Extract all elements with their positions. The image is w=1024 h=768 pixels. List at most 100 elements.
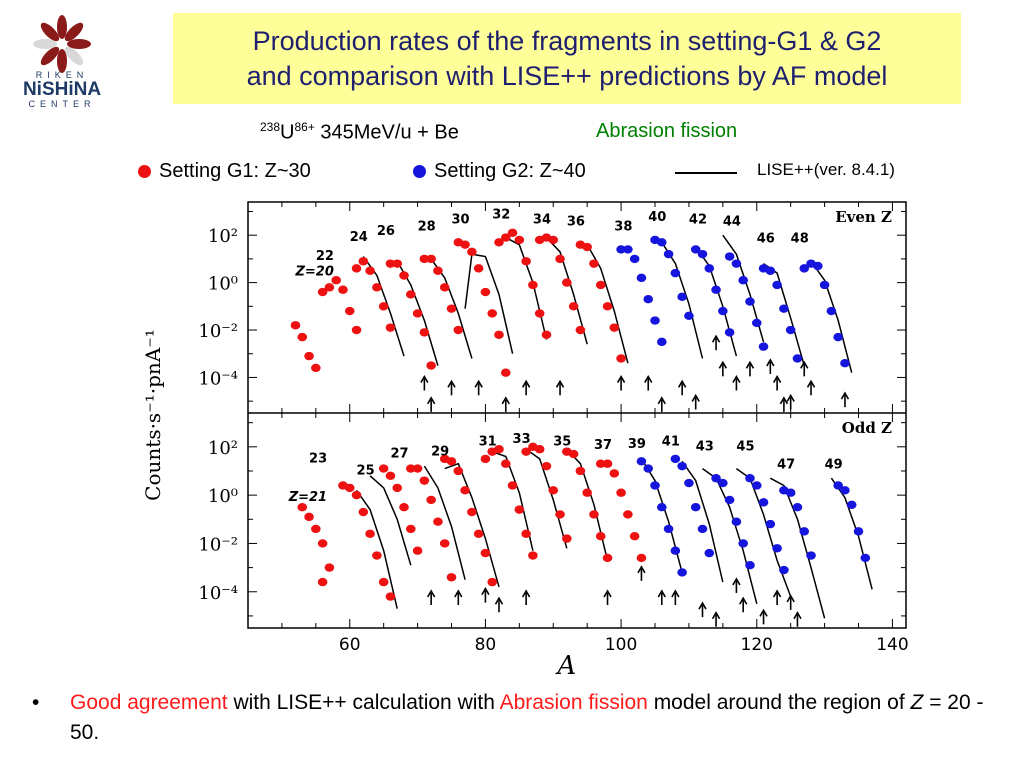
data-point [304, 512, 314, 522]
limit-arrow-head-icon [698, 601, 707, 610]
data-point [419, 476, 430, 485]
z-label: 28 [418, 219, 436, 234]
limit-arrow-head-icon [840, 391, 850, 400]
bullet-z: Z [910, 691, 924, 714]
data-point [629, 532, 640, 541]
z-label: 31 [479, 435, 497, 450]
data-point [724, 495, 735, 505]
data-point [785, 325, 796, 335]
data-point [392, 483, 403, 493]
data-point [650, 316, 660, 325]
limit-arrow-head-icon [420, 374, 429, 383]
data-point [595, 280, 606, 290]
logo-top-text: RIKEN [35, 70, 89, 80]
data-point [392, 259, 403, 268]
limit-arrow-head-icon [481, 587, 490, 595]
limit-arrow-head-icon [474, 379, 483, 388]
z-label: 39 [628, 437, 646, 452]
data-point [575, 466, 586, 476]
data-point [670, 268, 681, 278]
data-point [548, 235, 559, 245]
data-point [494, 445, 504, 454]
y-axis-label: Counts·s⁻¹·pnA⁻¹ [141, 329, 165, 501]
data-point [860, 553, 871, 563]
data-point [378, 577, 389, 587]
data-point [304, 351, 314, 361]
limit-arrow-head-icon [772, 589, 782, 598]
bullet-red-2: Abrasion fission [499, 691, 648, 714]
reaction-label: 238U86+ 345MeV/u + Be [260, 120, 459, 145]
data-point [609, 323, 620, 332]
bullet-text-3: = 20 - 50. [70, 691, 984, 744]
data-point [317, 287, 328, 297]
data-point [324, 563, 335, 572]
limit-arrow-head-icon [800, 360, 809, 369]
title-line-1: Production rates of the fragments in set… [252, 25, 882, 56]
reaction-charge: 86+ [294, 120, 315, 134]
plot-frame [247, 201, 907, 629]
z-label: 40 [648, 210, 666, 225]
data-point [378, 302, 389, 311]
data-point [602, 302, 613, 311]
limit-arrow-head-icon [759, 608, 768, 617]
data-point [758, 498, 769, 507]
data-point [616, 354, 626, 363]
data-point [338, 285, 348, 294]
data-point [636, 273, 647, 283]
y-tick-label: 10⁰ [208, 486, 238, 507]
z-label: 24 [350, 230, 368, 245]
data-point [480, 548, 491, 558]
lise-curve [444, 462, 500, 588]
data-point [636, 457, 647, 466]
data-point [853, 527, 864, 536]
data-point [650, 481, 660, 490]
data-point [317, 539, 328, 548]
model-label: Abrasion fission [596, 120, 738, 142]
data-point [751, 481, 762, 490]
limit-arrow-head-icon [732, 374, 741, 383]
limit-arrow-head-icon [718, 360, 728, 369]
data-point [311, 524, 321, 534]
data-point [643, 295, 654, 304]
lise-curve [640, 458, 683, 573]
data-point [602, 553, 613, 563]
data-point [460, 486, 470, 495]
lise-curve [525, 448, 568, 549]
data-point [772, 544, 782, 553]
limit-arrow-head-icon [732, 577, 741, 586]
limit-arrow-head-icon [677, 379, 687, 388]
bullet-mark: • [32, 691, 40, 714]
z-label: 49 [825, 458, 843, 473]
z-label: 22 [316, 249, 334, 264]
data-point [656, 337, 667, 347]
data-point [623, 510, 633, 519]
limit-arrow-head-icon [691, 393, 700, 402]
limit-arrow-head-icon [521, 379, 531, 388]
lise-curve [369, 475, 412, 566]
data-point [297, 332, 308, 342]
data-point [575, 325, 586, 335]
data-point [792, 354, 803, 363]
z-label: 27 [390, 447, 408, 462]
data-point [426, 495, 436, 505]
data-point [473, 264, 484, 273]
data-point [406, 524, 416, 534]
data-point [406, 290, 416, 299]
production-rate-chart: 10² 10⁰ 10⁻² 10⁻⁴ 10² 10⁰ 10⁻² 10⁻⁴ 60 80 100 120 14… [141, 201, 909, 680]
z-label: 37 [594, 438, 612, 453]
data-point [833, 332, 843, 342]
z-label: Z=21 [288, 490, 327, 505]
data-point [609, 469, 620, 478]
z-label: 30 [452, 212, 470, 227]
z-label: 35 [553, 435, 571, 450]
data-point [507, 481, 518, 490]
data-point [514, 235, 525, 245]
data-point [616, 488, 626, 497]
limit-arrow-head-icon [426, 396, 436, 405]
limit-arrow-head-icon [711, 334, 721, 343]
limit-arrow-head-icon [745, 360, 755, 369]
data-point [704, 548, 715, 558]
z-label: 45 [736, 439, 754, 454]
data-point [372, 283, 382, 292]
data-point [562, 534, 572, 543]
